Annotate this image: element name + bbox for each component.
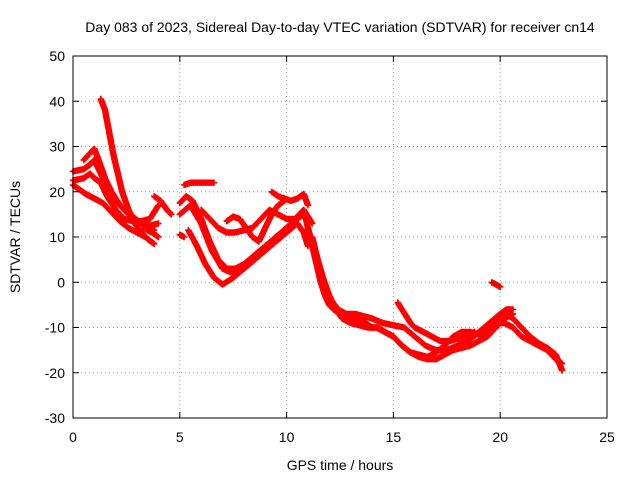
plus-markers: [151, 193, 175, 218]
y-tick-label: 40: [49, 93, 65, 109]
series-track-s: [394, 299, 478, 345]
y-tick-label: 50: [49, 48, 65, 64]
y-tick-label: -10: [45, 320, 65, 336]
plus-markers: [394, 299, 478, 345]
x-tick-label: 15: [386, 429, 402, 445]
series-track-t: [488, 279, 504, 290]
series-track-f: [151, 193, 175, 218]
y-tick-label: 0: [57, 274, 65, 290]
chart-title: Day 083 of 2023, Sidereal Day-to-day VTE…: [85, 19, 595, 35]
x-tick-label: 10: [279, 429, 295, 445]
y-tick-label: 20: [49, 184, 65, 200]
data-markers: [69, 95, 566, 374]
plus-markers: [268, 188, 312, 209]
plus-markers: [488, 279, 504, 290]
plus-markers: [140, 224, 162, 241]
x-tick-label: 20: [492, 429, 508, 445]
plus-markers: [80, 145, 158, 234]
y-tick-label: 30: [49, 139, 65, 155]
plus-markers: [304, 224, 517, 363]
series-track-r: [313, 251, 512, 361]
x-axis-label: GPS time / hours: [287, 457, 394, 473]
plus-markers: [223, 197, 288, 245]
plus-markers: [176, 231, 188, 241]
series-track-o: [268, 188, 312, 209]
plus-markers: [180, 179, 218, 189]
axis-ticks: 0 5 10 15 20 25 -30 -20 -10 0 10 20 30 40 50: [45, 48, 615, 445]
x-tick-label: 0: [69, 429, 77, 445]
series-track-p: [304, 224, 517, 363]
plus-markers: [198, 206, 316, 236]
x-tick-label: 5: [176, 429, 184, 445]
x-tick-label: 25: [599, 429, 615, 445]
gridlines: [73, 56, 607, 418]
series-track-g: [140, 224, 162, 241]
plus-markers: [501, 310, 566, 374]
series-track-l: [180, 179, 218, 189]
series-track-n: [223, 197, 288, 245]
y-tick-label: -20: [45, 365, 65, 381]
y-axis-label: SDTVAR / TECUs: [7, 181, 23, 293]
y-tick-label: -30: [45, 410, 65, 426]
y-tick-label: 10: [49, 229, 65, 245]
series-track-e: [80, 145, 158, 234]
plus-markers: [313, 251, 512, 361]
series-track-h: [176, 231, 188, 241]
series-track-v: [501, 310, 566, 374]
series-track-m: [198, 206, 316, 236]
